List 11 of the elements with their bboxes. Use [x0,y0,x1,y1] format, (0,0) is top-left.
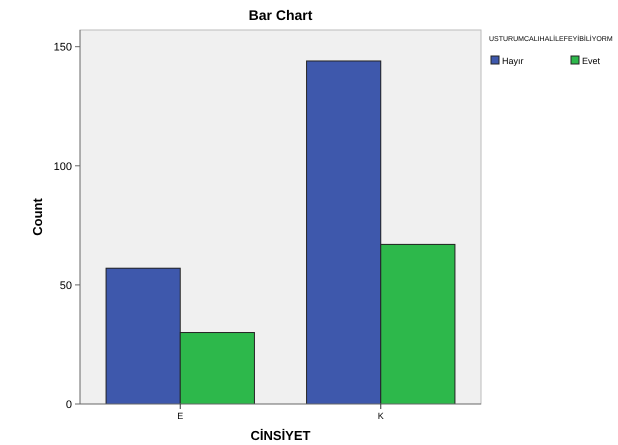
x-tick-label: E [177,411,184,421]
y-tick-label: 0 [66,399,72,411]
y-axis-title: Count [30,198,45,236]
legend-label: Evet [582,56,601,66]
y-tick-label: 150 [54,42,72,54]
y-tick-label: 100 [54,160,72,173]
x-tick-label: K [378,411,384,421]
x-axis-title: CİNSİYET [250,428,311,443]
legend-label: Hayır [502,56,524,66]
y-tick-label: 50 [60,280,72,292]
chart-title: Bar Chart [248,7,313,23]
